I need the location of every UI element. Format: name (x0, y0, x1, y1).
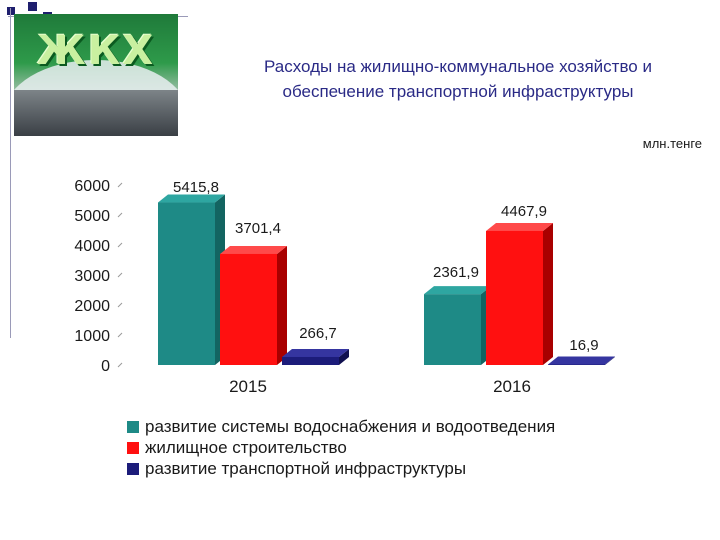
decor-square-2 (28, 2, 37, 11)
bar-side-face (605, 356, 615, 365)
bar (220, 253, 277, 365)
y-tick-mark (117, 242, 123, 248)
logo-city-image (14, 90, 178, 136)
y-tick-mark (117, 302, 123, 308)
y-tick-mark (117, 362, 123, 368)
y-tick-mark (117, 212, 123, 218)
y-tick-mark (117, 332, 123, 338)
bar-top-face (424, 286, 491, 295)
data-label: 5415,8 (173, 179, 219, 196)
x-category-label: 2015 (229, 377, 267, 396)
bar-side-face (543, 222, 553, 365)
legend-label-1: развитие системы водоснабжения и водоотв… (145, 416, 556, 436)
y-tick-label: 2000 (74, 298, 110, 315)
slide-title: Расходы на жилищно-коммунальное хозяйств… (196, 54, 720, 104)
bar (486, 230, 543, 365)
y-tick-label: 4000 (74, 238, 110, 255)
title-line-1: Расходы на жилищно-коммунальное хозяйств… (264, 57, 652, 76)
data-label: 16,9 (569, 337, 598, 354)
bar (424, 294, 481, 365)
decor-square-1 (7, 7, 15, 15)
legend-item-1: развитие системы водоснабжения и водоотв… (127, 416, 555, 437)
y-tick-label: 0 (101, 358, 110, 375)
legend-item-2: жилищное строительство (127, 437, 555, 458)
y-tick-label: 6000 (74, 178, 110, 195)
bar (548, 364, 605, 365)
bar-side-face (277, 245, 287, 365)
bar (282, 356, 339, 365)
logo-text: ЖКХ (36, 28, 156, 74)
bar-top-face (282, 348, 349, 357)
x-category-label: 2016 (493, 377, 531, 396)
legend-swatch-1 (127, 420, 139, 433)
legend-label-2: жилищное строительство (145, 437, 347, 457)
bar-top-face (220, 245, 287, 254)
legend-label-3: развитие транспортной инфраструктуры (145, 458, 467, 478)
data-label: 4467,9 (501, 203, 547, 220)
legend-swatch-2 (127, 441, 139, 454)
y-tick-label: 1000 (74, 328, 110, 345)
unit-label: млн.тенге (642, 136, 702, 151)
bar-top-face (158, 194, 225, 203)
data-label: 3701,4 (235, 220, 281, 237)
data-label: 2361,9 (433, 264, 479, 281)
title-line-2: обеспечение транспортной инфраструктуры (282, 82, 634, 101)
y-tick-mark (117, 272, 123, 278)
legend-swatch-3 (127, 462, 139, 475)
legend-item-3: развитие транспортной инфраструктуры (127, 458, 555, 479)
bar-top-face (548, 356, 615, 365)
bar (158, 202, 215, 365)
data-label: 266,7 (299, 325, 337, 342)
logo: ЖКХ (14, 14, 178, 136)
bar-side-face (339, 348, 349, 365)
bar-top-face (486, 222, 553, 231)
legend: развитие системы водоснабжения и водоотв… (127, 416, 555, 479)
decor-line-vertical (10, 8, 11, 338)
y-tick-mark (117, 182, 123, 188)
y-tick-label: 5000 (74, 208, 110, 225)
y-tick-label: 3000 (74, 268, 110, 285)
